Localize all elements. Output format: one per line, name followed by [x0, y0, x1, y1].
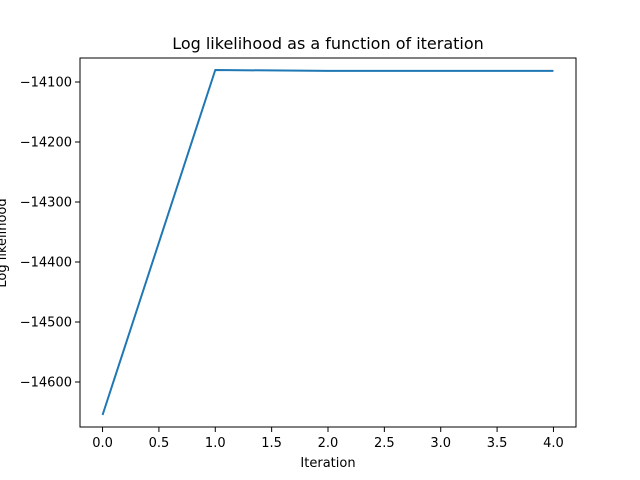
series-layer	[101, 69, 554, 416]
chart-title: Log likelihood as a function of iteratio…	[172, 34, 484, 53]
x-axis-ticks: 0.0 0.5 1.0 1.5 2.0 2.5 3.0 3.5 4.0	[92, 427, 564, 451]
y-tick-label: −14300	[20, 196, 72, 211]
x-tick-label: 3.0	[430, 436, 451, 451]
y-tick-label: −14400	[20, 256, 72, 271]
x-tick-label: 1.5	[261, 436, 282, 451]
y-tick-label: −14200	[20, 136, 72, 151]
x-tick-label: 1.0	[205, 436, 226, 451]
y-axis-ticks: −14600 −14500 −14400 −14300 −14200 −14100	[20, 76, 80, 391]
y-tick-label: −14600	[20, 376, 72, 391]
x-tick-label: 4.0	[543, 436, 564, 451]
x-tick-label: 3.5	[487, 436, 508, 451]
y-tick-label: −14100	[20, 76, 72, 91]
x-tick-label: 0.5	[149, 436, 170, 451]
y-axis-label: Log likelihood	[0, 198, 10, 287]
x-tick-label: 2.5	[374, 436, 395, 451]
y-tick-label: −14500	[20, 316, 72, 331]
x-tick-label: 2.0	[318, 436, 339, 451]
x-axis-label: Iteration	[300, 456, 355, 471]
x-tick-label: 0.0	[92, 436, 113, 451]
plot-frame	[79, 57, 577, 428]
